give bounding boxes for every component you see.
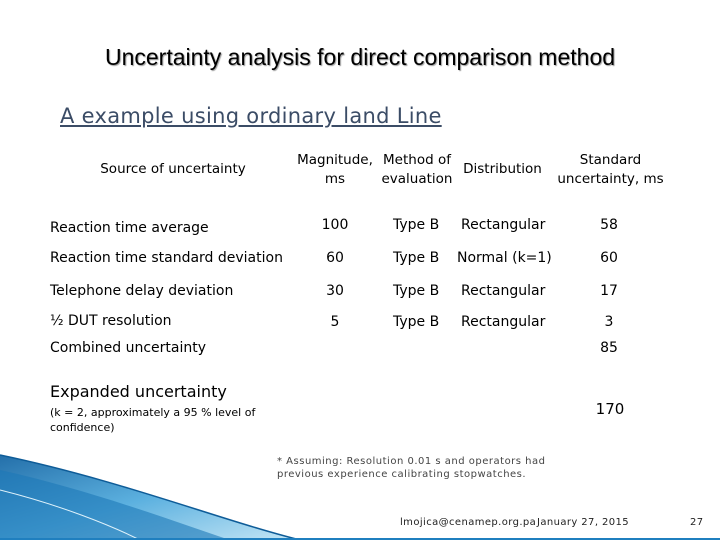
combined-label: Combined uncertainty <box>50 340 206 356</box>
row-standard: 17 <box>600 283 618 299</box>
row-magnitude: 100 <box>321 217 349 233</box>
row-method: Type B <box>393 283 440 299</box>
row-magnitude: 5 <box>330 314 340 330</box>
expanded-note: (k = 2, approximately a 95 % level of co… <box>50 406 256 434</box>
row-method: Type B <box>393 314 440 330</box>
row-distribution: Rectangular <box>461 217 546 233</box>
row-standard: 60 <box>600 250 618 266</box>
row-source: Reaction time standard deviation <box>50 250 283 266</box>
header-method: Method of evaluation <box>381 152 453 187</box>
page-number: 27 <box>690 517 704 528</box>
row-distribution: Normal (k=1) <box>457 250 552 266</box>
expanded-label: Expanded uncertainty <box>50 382 227 401</box>
row-standard: 3 <box>604 314 614 330</box>
combined-value: 85 <box>600 340 618 356</box>
row-magnitude: 60 <box>326 250 344 266</box>
row-method: Type B <box>393 217 440 233</box>
row-magnitude: 30 <box>326 283 344 299</box>
row-source: Reaction time average <box>50 220 209 236</box>
footnote: * Assuming: Resolution 0.01 s and operat… <box>277 456 546 480</box>
row-source: ½ DUT resolution <box>50 313 172 329</box>
header-magnitude: Magnitude, ms <box>297 152 373 187</box>
row-source: Telephone delay deviation <box>50 283 234 299</box>
header-distribution: Distribution <box>463 161 542 177</box>
slide-title: Uncertainty analysis for direct comparis… <box>104 44 616 70</box>
header-standard-uncertainty: Standard uncertainty, ms <box>557 152 664 187</box>
row-method: Type B <box>393 250 440 266</box>
footer-email: lmojica@cenamep.org.pa <box>400 517 537 528</box>
expanded-value: 170 <box>595 400 625 418</box>
row-standard: 58 <box>600 217 618 233</box>
row-distribution: Rectangular <box>461 314 546 330</box>
footer-date: January 27, 2015 <box>537 517 630 528</box>
slide-subtitle: A example using ordinary land Line <box>60 104 442 128</box>
header-source: Source of uncertainty <box>100 161 246 177</box>
row-distribution: Rectangular <box>461 283 546 299</box>
